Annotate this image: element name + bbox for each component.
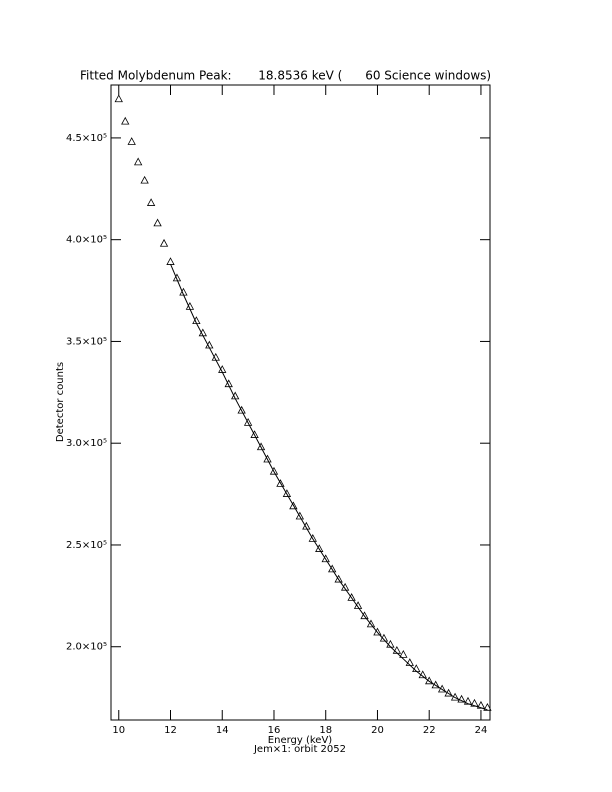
data-point [360,611,369,620]
data-point [457,694,466,703]
data-point [256,442,266,451]
x-tick-label: 20 [371,725,384,736]
x-tick-label: 18 [319,725,332,736]
chart-title: Fitted Molybdenum Peak: 18.8536 keV ( 60… [80,69,491,83]
data-point [321,554,330,563]
data-point [315,544,324,552]
data-point [373,627,382,636]
data-point [153,218,162,227]
x-tick-label: 24 [475,725,488,736]
x-tick-label: 10 [112,725,125,736]
fit-line [170,263,488,711]
data-point [308,534,317,542]
x-tick-label: 12 [164,725,177,736]
data-point [347,593,356,601]
data-point [269,466,279,475]
y-tick-label: 3.0×10⁵ [66,438,107,449]
data-point [263,454,272,463]
data-point [289,501,298,510]
data-point [127,137,136,145]
data-point [302,521,311,530]
data-point [237,405,246,414]
data-point [250,430,259,438]
data-point [133,157,143,166]
data-point [295,511,305,520]
x-tick-label: 16 [268,725,281,736]
data-point [146,198,156,206]
data-point [399,650,408,658]
y-tick-label: 4.5×10⁵ [66,133,107,144]
plot-frame [110,84,491,721]
data-point [114,94,123,103]
x-axis-label: Energy (keV) [268,735,333,746]
data-point [334,574,343,583]
data-point [159,238,169,247]
data-point [224,379,233,388]
data-point [282,489,292,497]
y-tick-label: 3.5×10⁵ [66,336,107,347]
data-point [276,479,285,487]
y-tick-label: 2.0×10⁵ [66,642,107,653]
data-point [140,175,149,184]
data-point [121,116,130,125]
data-point [243,418,253,426]
data-point [366,619,376,628]
y-tick-label: 4.0×10⁵ [66,235,107,246]
y-tick-label: 2.5×10⁵ [66,540,107,551]
data-point [483,702,492,711]
x-tick-label: 22 [423,725,436,736]
data-point [328,564,337,573]
x-tick-label: 14 [216,725,229,736]
data-point [172,273,182,282]
data-point [166,257,175,265]
subtitle: Jem×1: orbit 2052 [253,744,346,755]
y-axis-label: Detector counts [55,362,66,442]
